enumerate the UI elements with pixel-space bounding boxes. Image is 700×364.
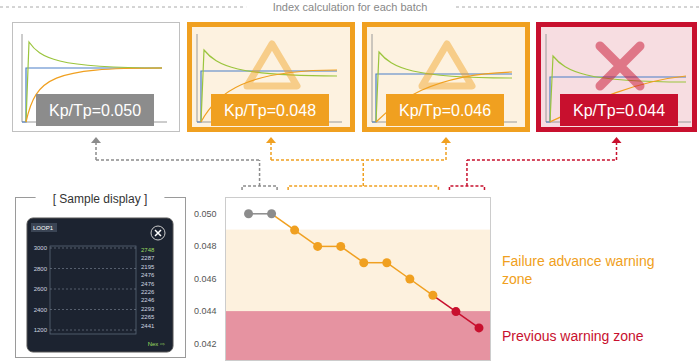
html-text:Previous warning zone: Previous warning zone <box>502 327 644 344</box>
svg-text:0.044: 0.044 <box>194 306 217 316</box>
svg-text:Kp/Tp=0.044: Kp/Tp=0.044 <box>573 102 665 119</box>
svg-text:2441: 2441 <box>141 323 155 329</box>
svg-text:[ Sample display ]: [ Sample display ] <box>53 192 148 206</box>
svg-text:2476: 2476 <box>141 272 155 278</box>
svg-text:Index calculation for each bat: Index calculation for each batch <box>273 1 428 13</box>
svg-text:0.042: 0.042 <box>194 339 217 349</box>
svg-text:Kp/Tp=0.046: Kp/Tp=0.046 <box>399 102 491 119</box>
svg-text:2400: 2400 <box>34 307 48 313</box>
svg-text:2748: 2748 <box>141 247 155 253</box>
svg-text:3000: 3000 <box>34 245 48 251</box>
svg-text:2246: 2246 <box>141 297 155 303</box>
svg-text:1200: 1200 <box>34 327 48 333</box>
svg-text:2476: 2476 <box>141 281 155 287</box>
svg-text:2226: 2226 <box>141 289 155 295</box>
svg-text:2287: 2287 <box>141 255 155 261</box>
svg-text:2600: 2600 <box>34 286 48 292</box>
svg-text:2195: 2195 <box>141 264 155 270</box>
html-text:Failure advance warning zone: Failure advance warning zone <box>502 253 655 288</box>
svg-text:2800: 2800 <box>34 266 48 272</box>
svg-text:LOOP1: LOOP1 <box>33 225 54 231</box>
svg-text:0.048: 0.048 <box>194 241 217 251</box>
svg-text:Kp/Tp=0.048: Kp/Tp=0.048 <box>224 102 316 119</box>
svg-text:0.050: 0.050 <box>194 209 217 219</box>
svg-text:Nex ⇨: Nex ⇨ <box>148 341 165 347</box>
svg-text:2265: 2265 <box>141 314 155 320</box>
svg-text:2293: 2293 <box>141 306 155 312</box>
svg-text:0.046: 0.046 <box>194 274 217 284</box>
svg-text:Kp/Tp=0.050: Kp/Tp=0.050 <box>49 102 141 119</box>
